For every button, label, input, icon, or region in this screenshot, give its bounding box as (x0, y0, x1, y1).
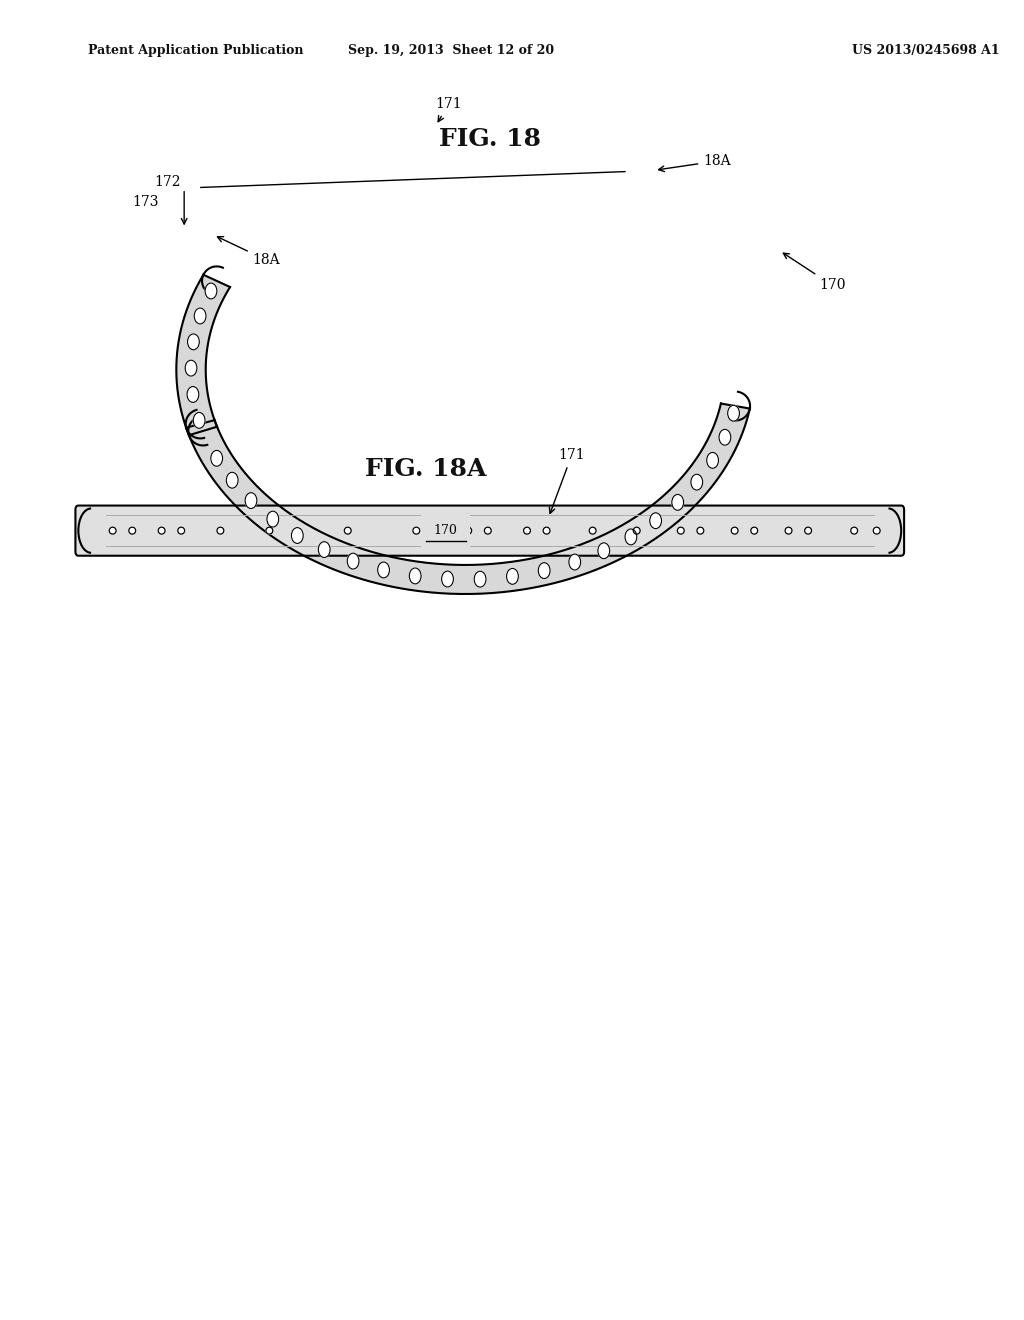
Text: FIG. 18A: FIG. 18A (366, 457, 486, 480)
Circle shape (205, 282, 217, 298)
Circle shape (719, 429, 731, 445)
Ellipse shape (589, 527, 596, 535)
Circle shape (187, 387, 199, 403)
Text: 172: 172 (155, 176, 181, 189)
Circle shape (731, 411, 739, 420)
Circle shape (653, 517, 660, 528)
Text: 173: 173 (132, 195, 159, 209)
Circle shape (245, 492, 257, 508)
Text: US 2013/0245698 A1: US 2013/0245698 A1 (852, 44, 999, 57)
Ellipse shape (751, 527, 758, 535)
Circle shape (478, 576, 485, 586)
Ellipse shape (110, 527, 116, 535)
Text: 18A: 18A (217, 236, 281, 267)
Circle shape (445, 576, 453, 586)
Circle shape (347, 553, 359, 569)
Circle shape (629, 533, 636, 544)
Circle shape (292, 528, 303, 544)
Circle shape (507, 569, 518, 585)
Text: Patent Application Publication: Patent Application Publication (88, 44, 304, 57)
Circle shape (322, 546, 330, 557)
Circle shape (691, 474, 702, 490)
Ellipse shape (677, 527, 684, 535)
Ellipse shape (523, 527, 530, 535)
Circle shape (351, 558, 358, 568)
Ellipse shape (731, 527, 738, 535)
Circle shape (267, 511, 279, 527)
Circle shape (249, 498, 256, 508)
Circle shape (598, 543, 609, 558)
Circle shape (229, 477, 238, 487)
Circle shape (185, 360, 197, 376)
Ellipse shape (266, 527, 272, 535)
Circle shape (318, 541, 330, 557)
Circle shape (410, 568, 421, 583)
Circle shape (569, 554, 581, 570)
Ellipse shape (484, 527, 492, 535)
Circle shape (226, 473, 239, 488)
Ellipse shape (465, 527, 472, 535)
Circle shape (723, 434, 730, 445)
Circle shape (381, 566, 389, 577)
Ellipse shape (633, 527, 640, 535)
Ellipse shape (344, 527, 351, 535)
Ellipse shape (178, 527, 184, 535)
Circle shape (195, 308, 206, 323)
Circle shape (601, 548, 609, 558)
Circle shape (572, 558, 580, 569)
Circle shape (295, 532, 303, 543)
Circle shape (625, 529, 637, 545)
Text: Sep. 19, 2013  Sheet 12 of 20: Sep. 19, 2013 Sheet 12 of 20 (347, 44, 554, 57)
Text: FIG. 18: FIG. 18 (438, 127, 541, 150)
FancyBboxPatch shape (76, 506, 904, 556)
Circle shape (214, 455, 222, 466)
Circle shape (650, 512, 662, 528)
Circle shape (539, 562, 550, 578)
Text: 170: 170 (783, 253, 846, 292)
Ellipse shape (413, 527, 420, 535)
Polygon shape (176, 275, 230, 436)
Circle shape (711, 457, 718, 467)
Circle shape (728, 405, 739, 421)
Polygon shape (186, 404, 750, 594)
Ellipse shape (217, 527, 224, 535)
Circle shape (441, 572, 454, 587)
Circle shape (676, 499, 683, 510)
Text: 171: 171 (550, 449, 585, 513)
Ellipse shape (158, 527, 165, 535)
Circle shape (194, 412, 205, 428)
Ellipse shape (851, 527, 857, 535)
Circle shape (510, 573, 518, 583)
Ellipse shape (129, 527, 135, 535)
Text: 170: 170 (434, 524, 458, 537)
Circle shape (378, 562, 389, 578)
Ellipse shape (785, 527, 792, 535)
Ellipse shape (697, 527, 703, 535)
Circle shape (542, 568, 550, 578)
Ellipse shape (543, 527, 550, 535)
Circle shape (672, 495, 684, 511)
Ellipse shape (805, 527, 812, 535)
Circle shape (413, 573, 421, 583)
Ellipse shape (873, 527, 880, 535)
Circle shape (707, 453, 719, 469)
Circle shape (694, 479, 702, 490)
Text: 18A: 18A (658, 154, 731, 172)
Circle shape (474, 572, 486, 587)
Circle shape (187, 334, 200, 350)
Circle shape (211, 450, 222, 466)
Text: 171: 171 (435, 98, 462, 121)
Circle shape (270, 516, 279, 527)
